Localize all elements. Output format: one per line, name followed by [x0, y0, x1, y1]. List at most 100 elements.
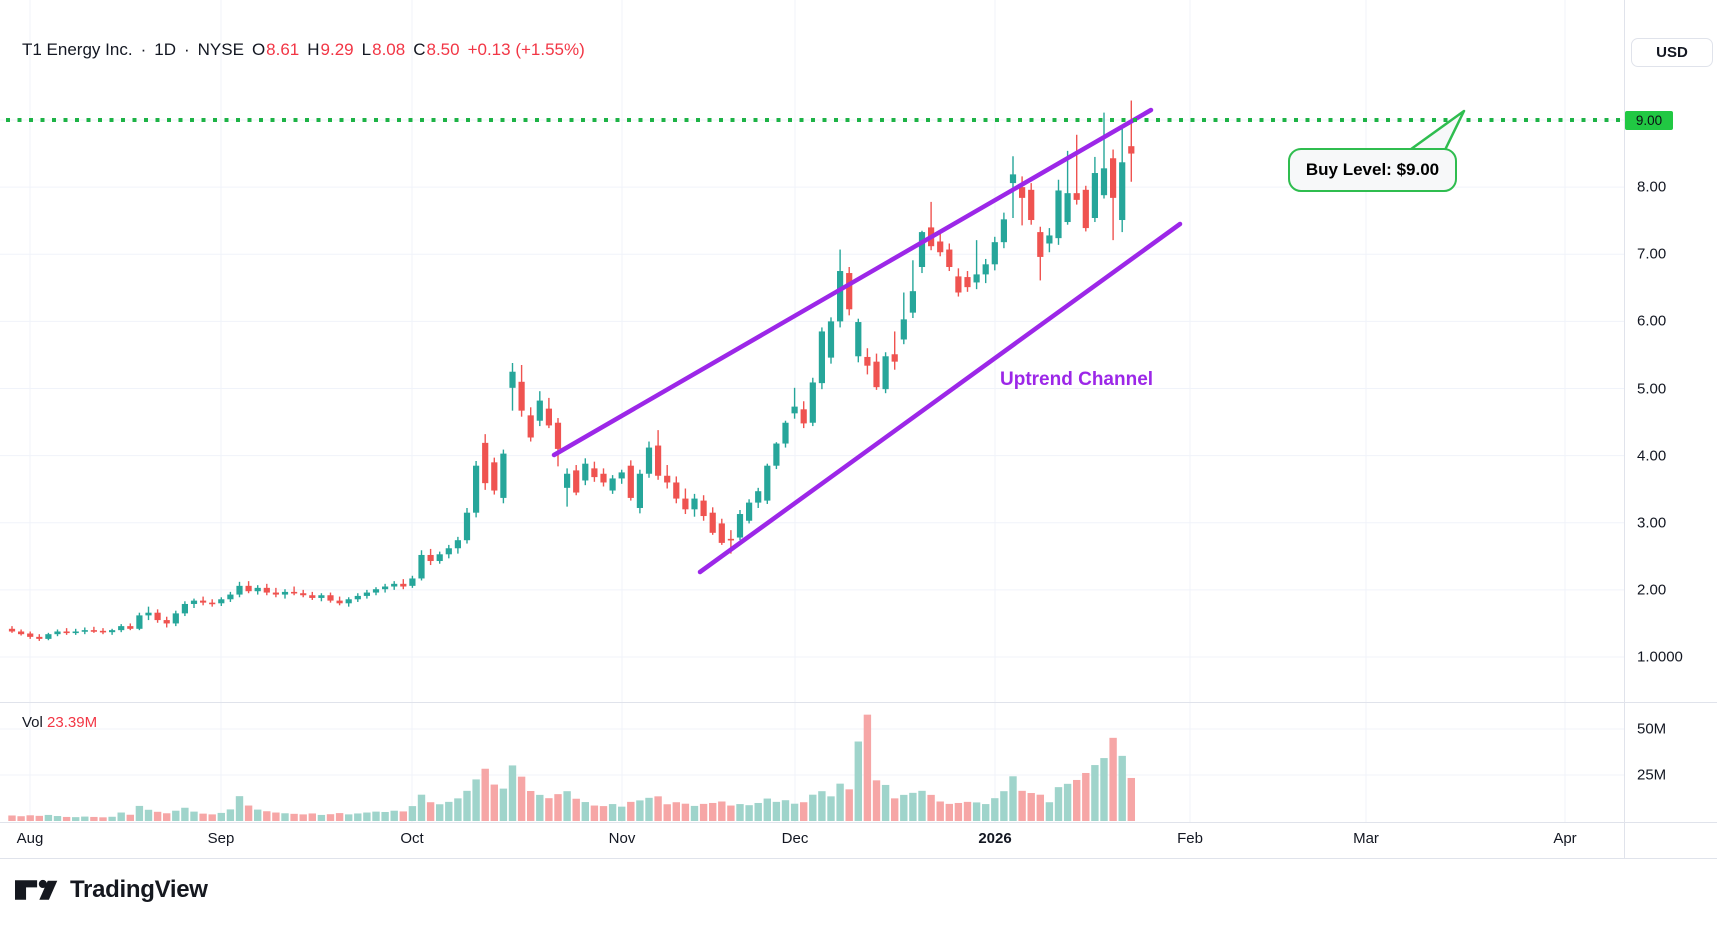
- candle[interactable]: [609, 475, 616, 494]
- candle[interactable]: [664, 465, 671, 489]
- candle[interactable]: [454, 536, 461, 554]
- candle[interactable]: [345, 597, 352, 607]
- candle[interactable]: [63, 628, 70, 635]
- candle[interactable]: [928, 201, 935, 251]
- candle[interactable]: [873, 353, 880, 390]
- candle[interactable]: [827, 317, 835, 364]
- candle[interactable]: [1091, 156, 1098, 223]
- candle[interactable]: [327, 592, 334, 603]
- candle[interactable]: [636, 469, 643, 514]
- candle[interactable]: [400, 579, 407, 590]
- candle[interactable]: [90, 626, 97, 633]
- candle[interactable]: [1000, 212, 1007, 249]
- candle[interactable]: [618, 469, 625, 484]
- candle[interactable]: [418, 550, 425, 581]
- candle[interactable]: [109, 628, 116, 635]
- candle[interactable]: [554, 418, 562, 467]
- candle[interactable]: [445, 544, 452, 559]
- candle[interactable]: [536, 391, 543, 427]
- candle[interactable]: [336, 596, 343, 606]
- candle[interactable]: [855, 318, 862, 363]
- candle[interactable]: [263, 583, 270, 596]
- candles-layer[interactable]: [8, 100, 1135, 641]
- candle[interactable]: [45, 632, 52, 641]
- candle[interactable]: [391, 581, 398, 590]
- candle[interactable]: [172, 610, 179, 627]
- candle[interactable]: [600, 468, 607, 487]
- candle[interactable]: [1100, 112, 1108, 199]
- candle[interactable]: [709, 507, 716, 535]
- candle[interactable]: [1110, 149, 1117, 241]
- time-axis[interactable]: [0, 822, 1624, 858]
- candle[interactable]: [436, 551, 443, 564]
- candle[interactable]: [673, 476, 680, 504]
- candle[interactable]: [291, 586, 298, 596]
- candle[interactable]: [800, 401, 807, 429]
- candle[interactable]: [527, 407, 534, 442]
- candle[interactable]: [718, 518, 725, 545]
- candle[interactable]: [145, 606, 152, 621]
- candle[interactable]: [937, 233, 944, 257]
- candle[interactable]: [700, 495, 707, 521]
- candle[interactable]: [1128, 100, 1135, 182]
- candle[interactable]: [691, 493, 698, 517]
- buy-level-callout[interactable]: Buy Level: $9.00: [1288, 148, 1457, 192]
- candle[interactable]: [655, 430, 662, 480]
- candle[interactable]: [482, 434, 489, 490]
- candle[interactable]: [382, 583, 389, 593]
- candle[interactable]: [500, 449, 507, 504]
- candle[interactable]: [1009, 156, 1017, 219]
- candle[interactable]: [227, 591, 234, 602]
- candle[interactable]: [964, 271, 971, 292]
- candle[interactable]: [773, 442, 780, 470]
- candle[interactable]: [127, 623, 134, 631]
- candle[interactable]: [909, 260, 916, 319]
- candle[interactable]: [882, 352, 889, 394]
- candle[interactable]: [900, 292, 907, 345]
- candle[interactable]: [254, 585, 261, 595]
- candle[interactable]: [154, 609, 161, 623]
- candle[interactable]: [982, 258, 989, 284]
- candle[interactable]: [818, 327, 825, 390]
- candle[interactable]: [627, 460, 634, 501]
- candle[interactable]: [118, 624, 125, 633]
- candle[interactable]: [409, 575, 416, 588]
- candle[interactable]: [746, 499, 753, 524]
- candle[interactable]: [1073, 134, 1080, 205]
- candle[interactable]: [318, 593, 325, 602]
- candle[interactable]: [1046, 228, 1053, 253]
- candle[interactable]: [864, 348, 871, 375]
- candle[interactable]: [1064, 150, 1071, 225]
- candle[interactable]: [809, 377, 816, 427]
- candle[interactable]: [463, 507, 471, 544]
- candle[interactable]: [200, 596, 207, 606]
- candle[interactable]: [163, 616, 170, 628]
- candle[interactable]: [545, 397, 552, 429]
- candle[interactable]: [218, 597, 225, 606]
- candle[interactable]: [1037, 226, 1044, 281]
- candle[interactable]: [891, 331, 898, 370]
- candle[interactable]: [991, 236, 998, 271]
- candle[interactable]: [190, 598, 198, 608]
- candle[interactable]: [27, 631, 34, 639]
- candle[interactable]: [54, 629, 61, 637]
- candle[interactable]: [181, 601, 188, 617]
- candle[interactable]: [72, 628, 79, 635]
- candle[interactable]: [1055, 179, 1062, 245]
- candle[interactable]: [236, 581, 243, 598]
- candle[interactable]: [245, 581, 252, 594]
- uptrend-channel-lines[interactable]: [551, 107, 1183, 575]
- candle[interactable]: [682, 488, 689, 515]
- candle[interactable]: [427, 548, 434, 566]
- candle[interactable]: [281, 589, 289, 599]
- candle[interactable]: [736, 509, 744, 541]
- candle[interactable]: [846, 267, 853, 316]
- candle[interactable]: [209, 599, 216, 607]
- candle[interactable]: [309, 591, 316, 600]
- candle[interactable]: [1119, 124, 1126, 233]
- candle[interactable]: [518, 365, 525, 417]
- candle[interactable]: [955, 268, 962, 297]
- candle[interactable]: [564, 468, 571, 507]
- candle[interactable]: [354, 593, 361, 602]
